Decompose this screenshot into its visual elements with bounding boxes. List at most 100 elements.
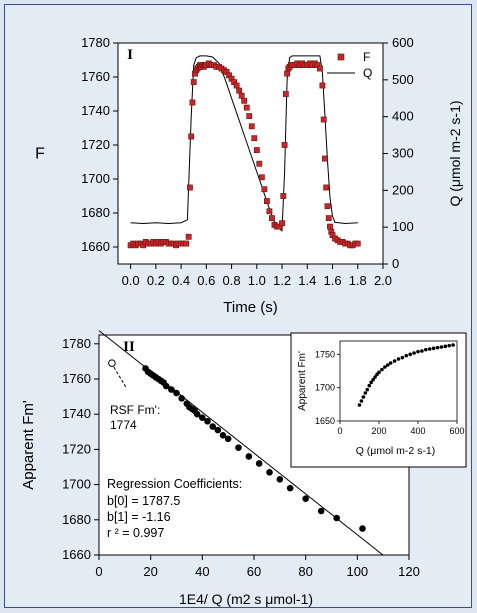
panel2-rsf-annotation: RSF Fm': — [110, 403, 160, 417]
inset-data-point — [365, 387, 370, 392]
panel2-rsf-annotation-value: 1774 — [110, 418, 137, 432]
panel2-regression-line-text: b[1] = -1.16 — [107, 510, 171, 524]
panel1-y-left-tick-label: 1780 — [81, 35, 110, 50]
panel1-f-point — [246, 113, 253, 119]
panel2-data-point — [162, 382, 170, 390]
panel2-data-point — [224, 435, 232, 443]
panel1-y-right-tick-label: 100 — [392, 219, 414, 234]
inset-x-tick-label: 600 — [449, 426, 464, 436]
inset-data-point — [416, 349, 420, 354]
panel2-y-tick-label: 1760 — [62, 371, 91, 386]
panel1-y-left-tick-label: 1760 — [81, 69, 110, 84]
panel2-data-point — [286, 484, 294, 492]
panel2-y-axis-label: Apparent Fm' — [20, 400, 37, 490]
panel1-f-point — [238, 92, 245, 99]
panel1-f-point — [325, 215, 332, 221]
panel2-y-tick-label: 1720 — [62, 441, 91, 456]
inset-data-point — [400, 355, 405, 360]
panel2-data-point — [204, 417, 211, 425]
panel1-x-tick-label: 1.8 — [349, 273, 367, 288]
panel1-legend-f-marker — [337, 53, 345, 61]
inset-data-point — [385, 363, 390, 367]
inset-x-tick-label: 0 — [337, 426, 342, 436]
panel1-y-right-tick-label: 300 — [392, 146, 414, 161]
inset-x-tick-label: 400 — [410, 426, 425, 436]
inset-y-tick-label: 1700 — [315, 383, 335, 393]
panel1-f-point — [190, 79, 197, 85]
panel1-f-point — [185, 233, 192, 240]
panel1-x-tick-label: 0.0 — [122, 273, 140, 288]
inset-data-point — [412, 351, 416, 355]
inset-data-point — [357, 403, 362, 407]
panel1-f-point — [320, 116, 327, 123]
panel1-x-tick-label: 0.6 — [197, 273, 215, 288]
panel1-f-point — [280, 193, 287, 199]
inset-data-point — [361, 395, 366, 399]
panel2-data-point — [214, 426, 222, 434]
panel1-f-point — [269, 215, 275, 221]
panel2-data-point — [193, 410, 201, 418]
panel2-x-axis-label: 1E4/ Q (m2 s μmol-1) — [179, 591, 313, 607]
panel1-x-axis-label: Time (s) — [223, 299, 277, 316]
panel2-data-point — [302, 495, 309, 502]
inset-y-axis-label: Apparent Fm' — [297, 351, 308, 411]
panel2-data-point — [359, 525, 366, 532]
panel2-label: II — [123, 339, 135, 355]
panel1-y-right-tick-label: 400 — [392, 109, 414, 124]
panel1-f-point — [264, 198, 270, 204]
inset-data-point — [373, 375, 377, 379]
panel2-x-tick-label: 0 — [95, 564, 102, 579]
panel1-x-tick-label: 0.4 — [172, 273, 190, 288]
panel1-x-tick-label: 1.6 — [323, 273, 341, 288]
panel1-f-point — [256, 160, 263, 167]
panel2-y-tick-label: 1700 — [62, 477, 91, 492]
panel1-f-point — [258, 174, 265, 181]
panel1-f-point — [266, 208, 273, 215]
panel1-f-point — [327, 223, 333, 230]
inset-data-point — [420, 349, 424, 353]
inset-data-point — [369, 380, 374, 385]
panel1-f-point — [233, 82, 240, 89]
panel2-regression-line-text: b[0] = 1787.5 — [107, 494, 180, 508]
panel1-x-tick-label: 1.0 — [248, 273, 266, 288]
panel1-x-tick-label: 1.2 — [273, 273, 291, 288]
panel2-rsf-leader — [113, 366, 127, 388]
panel1-f-point — [236, 87, 243, 94]
panel1-y-left-tick-label: 1680 — [81, 205, 110, 220]
inset-y-tick-label: 1750 — [315, 349, 335, 359]
panel1-f-point — [317, 65, 323, 72]
panel2-data-point — [209, 423, 216, 430]
inset-data-point — [439, 345, 444, 349]
inset-y-tick-label: 1650 — [315, 416, 335, 426]
panel2-data-point — [276, 476, 284, 483]
panel2-y-tick-label: 1740 — [62, 406, 91, 421]
inset-data-point — [408, 352, 413, 357]
inset-data-point — [377, 370, 381, 375]
panel2-x-tick-label: 40 — [195, 564, 209, 579]
inset-data-point — [388, 361, 393, 365]
inset-plot-area — [339, 340, 458, 422]
panel1-y-right-axis-label: Q (μmol m-2 s-1) — [447, 100, 463, 206]
inset-x-axis-label: Q (μmol m-2 s-1) — [356, 445, 436, 457]
panel1-x-tick-label: 0.8 — [223, 273, 241, 288]
inset-data-point — [424, 347, 428, 352]
panel1-y-left-axis-label: F — [35, 146, 45, 163]
panel2-data-point — [219, 432, 227, 439]
inset-data-point — [363, 391, 368, 395]
panel2-regression-line-text: r ² = 0.997 — [107, 526, 164, 540]
panel1-f-point — [188, 133, 195, 140]
panel2-data-point — [178, 395, 185, 402]
panel2-data-point — [199, 414, 206, 422]
inset-data-point — [447, 343, 452, 348]
panel2-x-tick-label: 20 — [143, 564, 157, 579]
panel2-x-tick-label: 60 — [247, 564, 261, 579]
inset-data-point — [396, 357, 401, 361]
panel2-data-point — [235, 444, 242, 451]
inset-data-point — [404, 353, 409, 358]
panel1-y-left-tick-label: 1660 — [81, 239, 110, 254]
panel1-f-point — [253, 147, 260, 153]
inset-data-point — [443, 344, 448, 349]
panel2-data-point — [333, 514, 340, 522]
